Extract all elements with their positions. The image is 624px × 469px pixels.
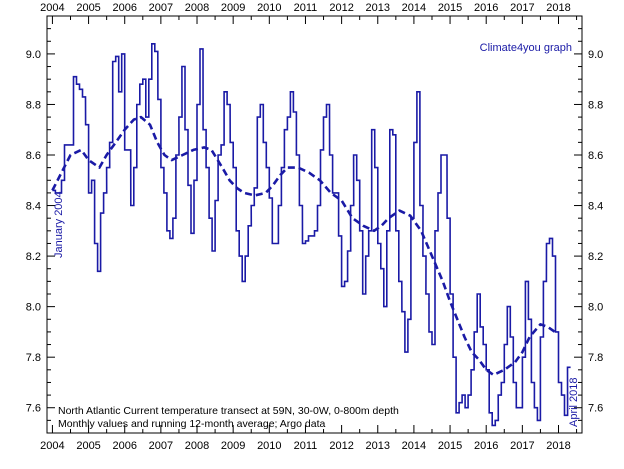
x-tick-label-bottom: 2004 <box>40 440 64 452</box>
x-tick-label-bottom: 2010 <box>257 440 281 452</box>
y-axis-ticks: 7.6 7.6 7.8 7.8 8.0 8.0 8.2 8.2 8.4 8.4 8.6 8.6 8.8 8… <box>26 28 603 421</box>
caption-line-1: North Atlantic Current temperature trans… <box>58 405 399 417</box>
y-tick-label-right: 8.8 <box>588 99 603 111</box>
y-tick-label-left: 9.0 <box>26 49 41 61</box>
end-date-label: April 2018 <box>568 377 580 427</box>
x-tick-label-top: 2008 <box>185 2 209 14</box>
x-tick-label-bottom: 2013 <box>366 440 390 452</box>
x-tick-label-top: 2015 <box>438 2 462 14</box>
x-tick-label-bottom: 2005 <box>76 440 100 452</box>
x-tick-label-bottom: 2018 <box>546 440 570 452</box>
x-tick-label-top: 2017 <box>510 2 534 14</box>
x-tick-label-bottom: 2009 <box>221 440 245 452</box>
y-tick-label-left: 8.8 <box>26 99 41 111</box>
x-tick-label-bottom: 2012 <box>329 440 353 452</box>
x-tick-label-bottom: 2014 <box>402 440 426 452</box>
series-layer <box>51 43 571 427</box>
x-tick-label-top: 2014 <box>402 2 426 14</box>
x-tick-label-bottom: 2015 <box>438 440 462 452</box>
x-axis-ticks: 2004 2004 2005 2005 2006 2006 2007 2007 2008 2008… <box>40 2 578 452</box>
y-tick-label-right: 9.0 <box>588 49 603 61</box>
y-tick-label-right: 8.0 <box>588 302 603 314</box>
y-tick-label-left: 8.0 <box>26 302 41 314</box>
start-date-label: January 2004 <box>53 191 65 258</box>
y-tick-label-right: 8.2 <box>588 251 603 263</box>
plot-frame <box>46 15 583 434</box>
x-tick-label-top: 2018 <box>546 2 570 14</box>
y-tick-label-right: 7.8 <box>588 352 603 364</box>
x-tick-label-top: 2005 <box>76 2 100 14</box>
running-average-line <box>51 115 559 377</box>
x-tick-label-bottom: 2007 <box>149 440 173 452</box>
x-tick-label-bottom: 2006 <box>112 440 136 452</box>
x-tick-label-top: 2009 <box>221 2 245 14</box>
x-tick-label-top: 2007 <box>149 2 173 14</box>
y-tick-label-left: 8.6 <box>26 150 41 162</box>
x-tick-label-top: 2006 <box>112 2 136 14</box>
y-tick-label-left: 7.8 <box>26 352 41 364</box>
x-tick-label-top: 2012 <box>329 2 353 14</box>
x-tick-label-bottom: 2017 <box>510 440 534 452</box>
caption-line-2: Monthly values and running 12-month aver… <box>58 418 326 430</box>
y-tick-label-right: 7.6 <box>588 403 603 415</box>
y-tick-label-right: 8.6 <box>588 150 603 162</box>
x-tick-label-top: 2011 <box>294 2 318 14</box>
y-tick-label-left: 7.6 <box>26 403 41 415</box>
x-tick-label-bottom: 2016 <box>474 440 498 452</box>
y-tick-label-left: 8.4 <box>26 201 41 213</box>
x-tick-label-top: 2013 <box>366 2 390 14</box>
x-tick-label-top: 2010 <box>257 2 281 14</box>
y-tick-label-right: 8.4 <box>588 201 603 213</box>
x-tick-label-top: 2016 <box>474 2 498 14</box>
x-tick-label-bottom: 2008 <box>185 440 209 452</box>
x-tick-label-top: 2004 <box>40 2 64 14</box>
y-tick-label-left: 8.2 <box>26 251 41 263</box>
credit-label: Climate4you graph <box>480 42 572 54</box>
monthly-values-line <box>52 43 571 427</box>
x-tick-label-bottom: 2011 <box>294 440 318 452</box>
